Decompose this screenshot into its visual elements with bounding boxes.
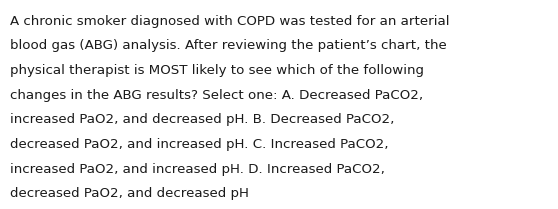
Text: decreased PaO2, and decreased pH: decreased PaO2, and decreased pH [10, 187, 249, 200]
Text: physical therapist is MOST likely to see which of the following: physical therapist is MOST likely to see… [10, 64, 424, 77]
Text: increased PaO2, and decreased pH. B. Decreased PaCO2,: increased PaO2, and decreased pH. B. Dec… [10, 113, 395, 126]
Text: A chronic smoker diagnosed with COPD was tested for an arterial: A chronic smoker diagnosed with COPD was… [10, 15, 450, 28]
Text: decreased PaO2, and increased pH. C. Increased PaCO2,: decreased PaO2, and increased pH. C. Inc… [10, 138, 388, 151]
Text: increased PaO2, and increased pH. D. Increased PaCO2,: increased PaO2, and increased pH. D. Inc… [10, 163, 385, 176]
Text: changes in the ABG results? Select one: A. Decreased PaCO2,: changes in the ABG results? Select one: … [10, 89, 423, 102]
Text: blood gas (ABG) analysis. After reviewing the patient’s chart, the: blood gas (ABG) analysis. After reviewin… [10, 39, 447, 52]
